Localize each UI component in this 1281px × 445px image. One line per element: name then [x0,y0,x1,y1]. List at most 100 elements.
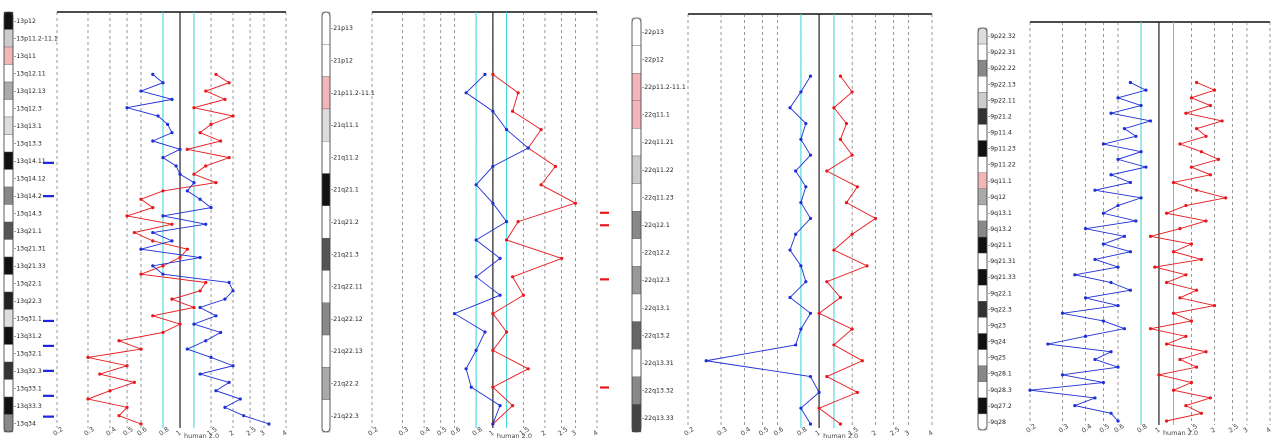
series-b-point [178,172,182,176]
series-b-point [817,390,821,394]
series-a-point [198,131,202,135]
band-label: -21q21.3 [331,251,359,258]
series-a-point [1216,157,1220,161]
series-a-point [865,264,869,268]
series-a-point [838,74,843,78]
band-label: -9p11.23 [988,146,1016,153]
band-label: -21q22.11 [331,284,363,291]
series-a-point [139,272,143,276]
band-label: -22q12.2 [642,250,670,257]
series-b-point [1144,88,1148,92]
x-tick-label: 3 [903,429,911,438]
band-label: -13q14.3 [14,210,42,217]
series-a-point [825,169,829,173]
series-a-point [521,293,525,297]
chromosome-band [321,76,331,110]
series-b-point [1046,342,1050,346]
series-a-line [86,72,235,426]
chromosome-outline [321,11,331,433]
band-label: -13q13.1 [14,123,42,130]
series-b-point [204,339,208,343]
series-b-point [151,72,155,76]
chromosome-band [3,116,14,135]
series-b-path [453,74,529,425]
series-a-point [1189,319,1194,323]
chromosome-band [321,44,331,77]
series-b-point [227,280,231,285]
series-b-point [139,89,143,93]
band-label: -13q21.1 [14,228,42,235]
chromosome-band [977,140,988,157]
series-a-point [817,311,821,315]
aberration-mark [43,415,54,418]
series-a-point [504,330,509,334]
series-a-point [204,89,208,93]
chromosome-band [321,334,331,368]
series-a-point [117,414,121,418]
band-label: -9q28.1 [988,371,1012,378]
chromosome-band [631,321,642,350]
series-b-point [788,248,792,252]
x-axis-overlay-label: human 2.0 [823,432,858,440]
chromosome-band [3,81,14,100]
series-a-point [204,164,208,168]
series-b-point [799,264,803,268]
x-tick-label: 0.8 [471,425,484,437]
chromosome-band [3,221,14,240]
band-label: -13q32.1 [14,350,42,357]
series-b-point [474,275,478,279]
series-b-point [1116,419,1120,423]
series-a-point [573,201,577,205]
chromosome-band [977,172,988,190]
series-b-point [166,122,170,126]
series-b-point [231,289,235,293]
series-b-point [491,422,495,426]
series-a-point [1199,257,1204,262]
band-label: -9q28.3 [988,387,1012,394]
series-b-point [804,121,808,126]
series-b-point [198,305,202,310]
series-a-point [1189,242,1194,246]
band-label: -13q14.11 [14,158,46,165]
x-tick-label: 0.5 [122,425,135,437]
band-label: -21q22.12 [331,316,363,323]
series-a-point [491,348,495,352]
series-b-point [804,280,808,284]
series-b-point [1139,103,1143,108]
band-label: -21p13 [331,25,353,32]
series-b-point [161,272,165,276]
chromosome-band [3,186,14,205]
chromosome-band [321,141,331,174]
series-b-point [504,220,509,224]
series-b-point [209,205,213,210]
series-a-point [1184,273,1188,277]
series-b-point [223,297,227,301]
band-label: -22q12.3 [642,277,670,284]
series-b-point [808,422,813,426]
chromosome-band [321,367,331,400]
chromosome-band [977,156,988,173]
band-label: -9q22.1 [988,290,1012,297]
series-b-point [799,327,803,331]
series-b-point [1134,219,1138,223]
x-tick-label: 1 [814,429,822,438]
series-a-point [223,97,227,101]
series-a-point [125,364,129,368]
series-a-point [1164,211,1169,215]
chromosome-band [631,100,642,129]
chromosome-band [3,151,14,170]
x-tick-label: 0.6 [136,425,149,437]
chromosome-band [977,317,988,334]
series-b-point [788,295,792,300]
series-a-point [1189,380,1194,385]
chromosome-band [631,266,642,295]
band-label: -22q13.2 [642,332,670,339]
series-a-point [553,164,558,168]
series-b-point [808,374,813,379]
x-tick-label: 0.3 [716,425,729,437]
series-a-point [1208,103,1212,108]
series-b-point [192,322,196,326]
